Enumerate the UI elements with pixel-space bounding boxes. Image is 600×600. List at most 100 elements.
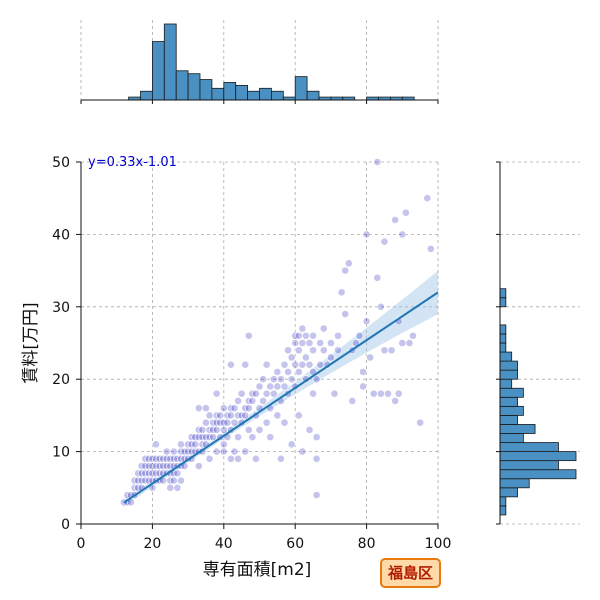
- scatter-point: [334, 346, 342, 355]
- scatter-point: [312, 433, 321, 442]
- scatter-point: [302, 353, 310, 362]
- y-hist-bar: [499, 460, 559, 471]
- x-tick-label: 100: [425, 536, 452, 552]
- x-hist-bar: [151, 41, 165, 101]
- scatter-point: [305, 360, 314, 369]
- scatter-point: [234, 454, 242, 463]
- scatter-point: [359, 368, 367, 376]
- scatter-point: [291, 339, 300, 347]
- scatter-point: [287, 440, 296, 449]
- scatter-point: [262, 418, 271, 427]
- y-hist-bar: [499, 324, 507, 335]
- x-hist-bar: [175, 70, 189, 101]
- scatter-point: [302, 331, 310, 340]
- scatter-point: [241, 411, 250, 420]
- scatter-point: [273, 382, 282, 391]
- scatter-point: [344, 259, 353, 268]
- scatter-point: [280, 418, 289, 427]
- scatter-point: [244, 331, 253, 340]
- scatter-point: [205, 411, 214, 420]
- scatter-point: [326, 339, 335, 347]
- regression-line: [123, 291, 439, 504]
- y-hist-bar: [499, 396, 518, 407]
- x-hist-bar: [211, 87, 225, 101]
- scatter-point: [202, 418, 210, 427]
- scatter-point: [248, 433, 257, 442]
- scatter-point: [305, 339, 314, 347]
- scatter-point: [273, 411, 282, 420]
- scatter-point: [405, 339, 414, 347]
- x-hist-bar: [140, 90, 153, 101]
- x-axis-ticks: 0 20 40 60 80 100: [77, 524, 452, 552]
- x-hist-bar: [306, 90, 320, 101]
- y-hist-bar: [499, 360, 518, 371]
- scatter-point: [234, 397, 242, 405]
- scatter-point: [277, 454, 285, 463]
- y-hist-bar: [499, 496, 507, 507]
- x-hist-bar: [235, 84, 249, 101]
- scatter-point: [269, 375, 278, 384]
- scatter-point: [166, 483, 175, 492]
- y-hist-bar: [499, 297, 507, 308]
- scatter-point: [173, 469, 182, 478]
- scatter-point: [426, 244, 435, 253]
- scatter-point: [219, 447, 228, 456]
- scatter-point: [230, 418, 239, 427]
- scatter-point: [262, 360, 271, 369]
- x-hist-bar: [294, 76, 308, 101]
- x-hist-bar: [223, 82, 237, 101]
- scatter-point: [391, 216, 400, 224]
- x-hist-bar: [199, 79, 213, 101]
- scatter-point: [341, 266, 350, 275]
- scatter-point: [337, 288, 346, 297]
- scatter-point: [362, 230, 371, 239]
- scatter-points: [119, 158, 435, 507]
- y-axis-label: 賃料[万円]: [21, 302, 41, 383]
- y-hist-bar: [499, 351, 513, 362]
- scatter-point: [259, 375, 267, 384]
- scatter-point: [287, 375, 296, 384]
- scatter-point: [244, 404, 253, 413]
- scatter-point: [312, 375, 321, 384]
- main-plot-axes: [80, 162, 438, 525]
- scatter-point: [319, 324, 328, 333]
- y-hist-bar: [499, 433, 524, 443]
- regression-equation-annotation: y=0.33x-1.01: [88, 155, 177, 170]
- scatter-point: [384, 389, 392, 398]
- scatter-point: [223, 418, 232, 427]
- scatter-point: [416, 418, 425, 427]
- scatter-point: [366, 353, 375, 362]
- scatter-point: [191, 440, 200, 449]
- scatter-point: [284, 368, 292, 376]
- y-hist-bar: [499, 333, 507, 344]
- scatter-point: [227, 411, 235, 420]
- scatter-point: [287, 353, 296, 362]
- y-hist-bar: [499, 451, 577, 462]
- y-tick-label: 0: [61, 517, 70, 533]
- scatter-point: [298, 360, 307, 369]
- y-tick-label: 40: [52, 227, 70, 243]
- y-hist-bar: [499, 469, 577, 480]
- scatter-point: [316, 360, 325, 369]
- scatter-point: [230, 447, 239, 456]
- scatter-point: [373, 273, 382, 282]
- y-hist-bar: [499, 414, 518, 425]
- x-hist-bar: [259, 87, 272, 101]
- scatter-point: [212, 447, 221, 456]
- scatter-point: [398, 339, 407, 347]
- scatter-point: [277, 375, 285, 384]
- x-hist-bar: [270, 90, 284, 101]
- scatter-point: [241, 447, 250, 456]
- scatter-point: [280, 382, 289, 391]
- scatter-point: [219, 404, 228, 413]
- scatter-point: [394, 389, 403, 398]
- scatter-point: [280, 360, 289, 369]
- scatter-point: [376, 389, 385, 398]
- y-hist-bar: [499, 378, 513, 389]
- scatter-point: [401, 208, 410, 217]
- scatter-point: [294, 331, 303, 340]
- scatter-point: [362, 317, 371, 326]
- scatter-point: [312, 454, 321, 463]
- scatter-point: [194, 404, 203, 413]
